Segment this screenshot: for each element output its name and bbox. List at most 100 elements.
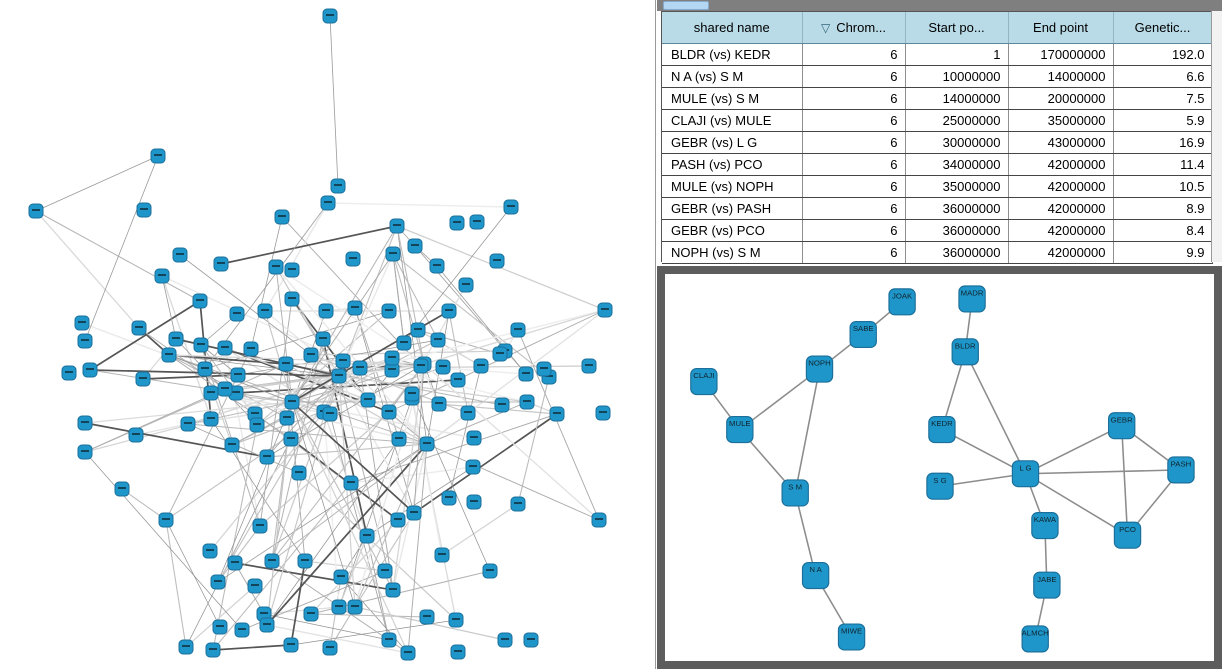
network-edge[interactable] [1120, 425, 1129, 536]
network-edge[interactable] [392, 253, 550, 378]
table-cell[interactable]: 16.9 [1113, 131, 1213, 154]
network-edge[interactable] [366, 466, 474, 537]
network-edge[interactable] [338, 375, 394, 591]
table-cell[interactable]: 6 [802, 197, 906, 220]
network-edge[interactable] [161, 275, 212, 420]
table-row[interactable]: GEBR (vs) PASH 6 36000000 42000000 8.9 [662, 197, 1213, 220]
network-edge[interactable] [291, 253, 394, 403]
table-cell[interactable]: 5.9 [1113, 109, 1213, 132]
network-edge[interactable] [441, 503, 519, 556]
table-cell[interactable]: CLAJI (vs) MULE [662, 109, 803, 132]
network-edge[interactable] [338, 375, 415, 514]
network-edge[interactable] [517, 376, 550, 505]
table-cell[interactable]: 6 [802, 43, 906, 66]
network-edge[interactable] [338, 375, 528, 403]
network-node[interactable]: JOAK [888, 288, 916, 316]
network-edge[interactable] [212, 424, 258, 651]
table-right-scrollbar[interactable] [1211, 11, 1222, 262]
network-node[interactable]: S M [781, 479, 809, 507]
network-edge[interactable] [517, 329, 600, 521]
network-edge[interactable] [291, 401, 415, 514]
network-node[interactable]: L G [1011, 460, 1040, 488]
overview-network-canvas[interactable] [0, 0, 655, 669]
network-node[interactable]: MULE [726, 416, 754, 444]
table-cell[interactable]: 6 [802, 65, 906, 88]
table-cell[interactable]: 35000000 [905, 175, 1009, 198]
network-edge[interactable] [354, 512, 415, 608]
network-edge[interactable] [161, 275, 177, 340]
table-row[interactable]: NOPH (vs) S M 6 36000000 42000000 9.9 [662, 241, 1213, 264]
network-edge[interactable] [329, 15, 339, 187]
network-edge[interactable] [392, 253, 405, 344]
network-edge[interactable] [392, 253, 439, 341]
table-cell[interactable]: 192.0 [1113, 43, 1213, 66]
table-cell[interactable]: GEBR (vs) L G [662, 131, 803, 154]
table-cell[interactable]: 42000000 [1008, 219, 1114, 242]
detail-network-panel[interactable]: JOAK MADR SABE BLDR NOPH CLAJI KEDR GEBR MULE L G… [657, 266, 1222, 669]
network-edge[interactable] [84, 155, 159, 342]
network-edge[interactable] [165, 519, 187, 648]
network-edge[interactable] [426, 401, 528, 445]
table-cell[interactable]: BLDR (vs) KEDR [662, 43, 803, 66]
network-edge[interactable] [413, 363, 425, 514]
network-edge[interactable] [234, 562, 394, 591]
table-cell[interactable]: 30000000 [905, 131, 1009, 154]
network-edge[interactable] [224, 347, 369, 401]
network-edge[interactable] [84, 451, 243, 631]
network-edge[interactable] [263, 606, 340, 615]
network-edge[interactable] [121, 488, 167, 521]
table-top-scrollbar[interactable] [657, 0, 1222, 11]
network-node[interactable]: PASH [1167, 456, 1195, 484]
network-edge[interactable] [165, 411, 325, 521]
column-header-3[interactable]: End point [1008, 12, 1114, 44]
network-edge[interactable] [291, 401, 394, 591]
table-cell[interactable]: 11.4 [1113, 153, 1213, 176]
network-edge[interactable] [448, 310, 469, 414]
network-node[interactable]: JABE [1033, 571, 1061, 599]
table-cell[interactable]: 25000000 [905, 109, 1009, 132]
network-edge[interactable] [264, 310, 293, 403]
table-cell[interactable]: 170000000 [1008, 43, 1114, 66]
network-edge[interactable] [327, 202, 512, 208]
network-edge[interactable] [89, 369, 293, 403]
network-edge[interactable] [89, 300, 201, 371]
network-edge[interactable] [135, 423, 189, 436]
network-node[interactable]: MIWE [837, 623, 866, 651]
network-edge[interactable] [259, 411, 390, 527]
column-header-2[interactable]: Start po... [905, 12, 1009, 44]
table-cell[interactable]: 42000000 [1008, 197, 1114, 220]
network-edge[interactable] [212, 482, 352, 651]
network-edge[interactable] [168, 354, 340, 377]
table-cell[interactable]: MULE (vs) NOPH [662, 175, 803, 198]
network-edge[interactable] [224, 347, 331, 415]
network-node[interactable]: BLDR [951, 338, 979, 366]
network-edge[interactable] [939, 472, 1026, 487]
network-edge[interactable] [338, 365, 422, 377]
table-cell[interactable]: 42000000 [1008, 175, 1114, 198]
table-cell[interactable]: 6 [802, 175, 906, 198]
network-edge[interactable] [264, 202, 329, 312]
table-cell[interactable]: 6 [802, 153, 906, 176]
network-edge[interactable] [84, 388, 226, 453]
filter-icon[interactable]: ▽ [820, 21, 831, 35]
network-node[interactable]: PCO [1113, 521, 1142, 549]
table-cell[interactable]: 36000000 [905, 241, 1009, 264]
network-edge[interactable] [263, 613, 390, 641]
network-edge[interactable] [259, 298, 293, 527]
network-edge[interactable] [250, 216, 283, 350]
network-edge[interactable] [794, 368, 821, 494]
table-row[interactable]: MULE (vs) S M 6 14000000 20000000 7.5 [662, 87, 1213, 110]
network-edge[interactable] [187, 423, 428, 445]
network-node[interactable]: KEDR [928, 416, 956, 444]
table-cell[interactable]: 36000000 [905, 219, 1009, 242]
table-cell[interactable]: MULE (vs) S M [662, 87, 803, 110]
column-header-1[interactable]: ▽ Chrom... [802, 12, 906, 44]
network-edge[interactable] [138, 327, 226, 390]
network-edge[interactable] [35, 155, 159, 212]
network-edge[interactable] [354, 443, 428, 608]
network-node[interactable]: SABE [849, 320, 877, 349]
network-edge[interactable] [1025, 425, 1123, 475]
network-edge[interactable] [217, 401, 293, 583]
table-cell[interactable]: 35000000 [1008, 109, 1114, 132]
network-node[interactable]: GEBR [1107, 412, 1136, 440]
